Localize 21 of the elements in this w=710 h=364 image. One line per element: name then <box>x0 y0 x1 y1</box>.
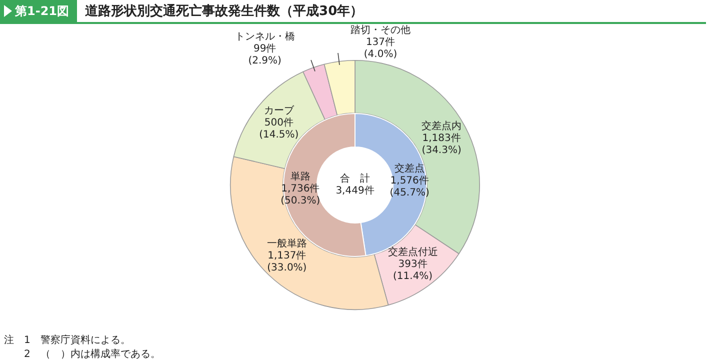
data-label: 1,736件 (50.3%) <box>280 184 320 207</box>
data-label: 500件 (14.5%) <box>259 117 299 140</box>
chart-title: 道路形状別交通死亡事故発生件数（平成30年） <box>85 2 364 20</box>
data-label: 1,183件 (34.3%) <box>422 133 462 156</box>
data-label: 137件 (4.0%) <box>364 37 398 60</box>
data-label: 1,576件 (45.7%) <box>390 175 430 198</box>
data-label: 99件 (2.9%) <box>248 44 282 67</box>
slice-label: カーブ <box>264 104 295 116</box>
text: 合 計 3,449件 <box>336 172 374 197</box>
text: 注 1 警察庁資料による。 <box>4 335 130 346</box>
slice-label: 踏切・その他 <box>350 24 410 36</box>
slice-label: 単路 <box>290 170 310 183</box>
slice-label: トンネル・橋 <box>234 30 295 43</box>
text: 2 （ ）内は構成率である。 <box>24 349 160 360</box>
data-label: 393件 (11.4%) <box>393 259 433 282</box>
slice-label: 交差点付近 <box>388 246 438 258</box>
slice-label: 交差点 <box>394 162 425 174</box>
slice-label: 一般単路 <box>266 237 307 250</box>
slice-label: 交差点内 <box>422 120 462 132</box>
data-label: 1,137件 (33.0%) <box>267 250 307 274</box>
text: 第1-21図 <box>15 2 70 20</box>
